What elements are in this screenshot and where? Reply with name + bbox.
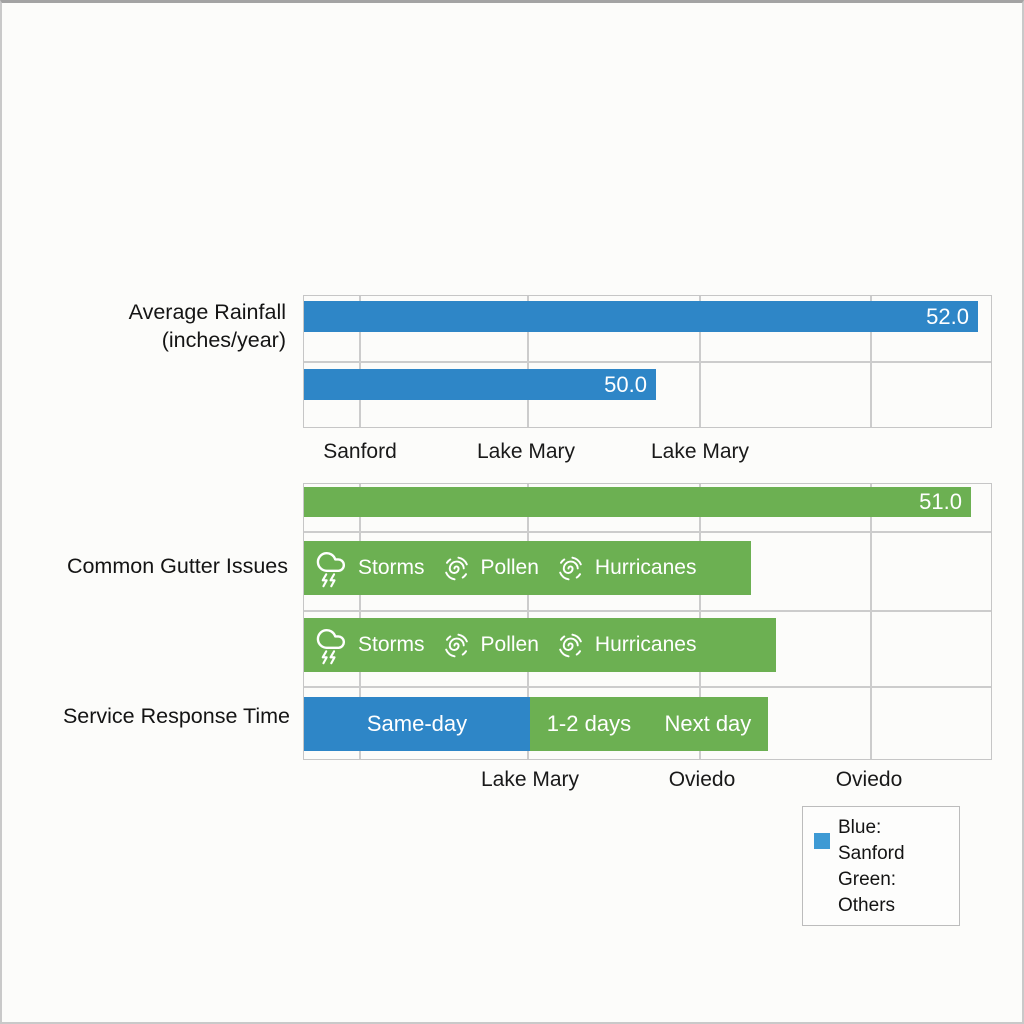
- row-label-average-rainfall-line2: (inches/year): [161, 328, 286, 352]
- legend-entry-blue: Blue: Sanford: [814, 815, 948, 867]
- legend-entry-green: Green: Others: [838, 867, 948, 919]
- issue-hurricanes: Hurricanes: [555, 630, 697, 661]
- row-label-service-response-time: Service Response Time: [62, 704, 290, 728]
- bar-value-label: 51.0: [919, 489, 962, 514]
- gridline-horizontal: [304, 361, 991, 363]
- issue-label: Hurricanes: [594, 556, 697, 579]
- response-label: 1-2 days: [546, 711, 632, 736]
- gridline-horizontal: [304, 686, 991, 688]
- bar-value-label: 52.0: [926, 303, 969, 329]
- storm-cloud-lightning-icon: [316, 629, 346, 665]
- issue-storms: Storms: [313, 547, 425, 589]
- row-label-common-gutter-issues: Common Gutter Issues: [66, 554, 288, 578]
- bar-value-label: 50.0: [604, 371, 647, 397]
- bar-rainfall-lake-mary: 50.0: [304, 369, 656, 400]
- issue-pollen: Pollen: [441, 630, 539, 661]
- x-tick-sanford: Sanford: [323, 440, 397, 463]
- response-label: Next day: [664, 711, 752, 736]
- legend-label: Blue: Sanford: [838, 817, 905, 864]
- legend-label: Green: Others: [838, 869, 897, 916]
- swirl-icon: [444, 556, 468, 580]
- legend: Blue: Sanford Green: Others: [802, 806, 960, 926]
- issue-hurricanes: Hurricanes: [555, 553, 697, 584]
- row-label-average-rainfall: Average Rainfall (inches/year): [129, 298, 286, 354]
- rainfall-plot-area: 52.0 50.0: [303, 295, 992, 428]
- issue-pollen: Pollen: [441, 553, 539, 584]
- row-label-average-rainfall-line1: Average Rainfall: [128, 300, 286, 324]
- issue-label: Pollen: [480, 633, 539, 656]
- issue-storms: Storms: [313, 624, 425, 666]
- bar-gutter-issues-2: Storms Pollen: [304, 618, 776, 672]
- gridline-vertical: [870, 484, 872, 759]
- legend-blue-swatch: [814, 833, 830, 849]
- x-tick-lake-mary: Lake Mary: [650, 440, 750, 463]
- swirl-icon: [559, 556, 582, 580]
- response-segment-sanford: Same-day: [304, 697, 530, 751]
- storm-cloud-lightning-icon: [316, 552, 346, 588]
- x-tick-lake-mary: Lake Mary: [480, 768, 580, 791]
- response-label: Same-day: [366, 711, 468, 736]
- x-tick-oviedo: Oviedo: [668, 768, 736, 791]
- x-tick-lake-mary: Lake Mary: [476, 440, 576, 463]
- bar-rainfall-oviedo: 51.0: [304, 487, 971, 517]
- bar-gutter-issues-1: Storms Pollen: [304, 541, 751, 595]
- swirl-icon: [444, 633, 468, 657]
- x-tick-oviedo: Oviedo: [835, 768, 903, 791]
- swirl-icon: [559, 633, 582, 657]
- issue-label: Storms: [358, 556, 425, 579]
- issue-label: Hurricanes: [594, 633, 697, 656]
- issue-label: Pollen: [480, 556, 539, 579]
- gridline-horizontal: [304, 531, 991, 533]
- issues-response-plot-area: 51.0 Storms Pollen: [303, 483, 992, 760]
- bar-service-response-time: Same-day 1-2 days Next day: [304, 697, 768, 751]
- issue-label: Storms: [358, 633, 425, 656]
- gridline-horizontal: [304, 610, 991, 612]
- bar-rainfall-sanford: 52.0: [304, 301, 978, 332]
- response-segment-others: 1-2 days Next day: [530, 697, 768, 751]
